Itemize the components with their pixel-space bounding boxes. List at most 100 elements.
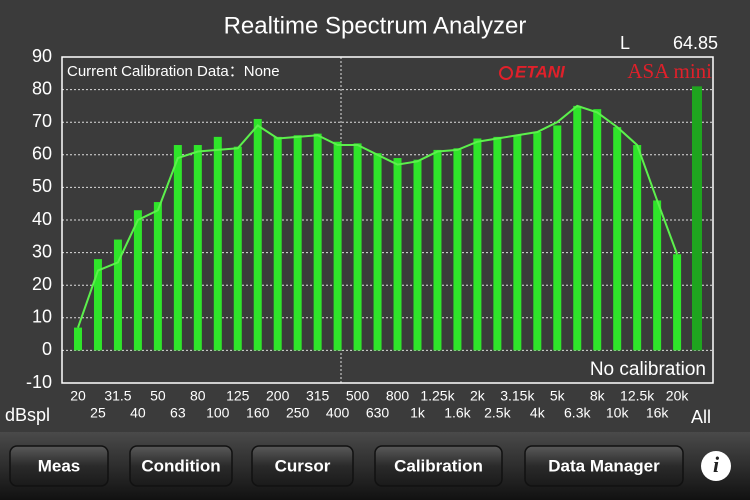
toolbar-buttons: Meas Condition Cursor Calibration Data Manag… (9, 445, 684, 487)
toolbar-button[interactable] (129, 445, 233, 487)
bar (253, 118, 262, 351)
x-tick-label: 1.6k (444, 405, 471, 421)
bar (373, 153, 382, 351)
x-tick-label: 6.3k (564, 405, 591, 421)
info-button[interactable] (701, 451, 731, 481)
x-tick-label: 4k (530, 405, 546, 421)
plot-frame (61, 56, 714, 384)
bar (293, 135, 302, 351)
bar (433, 149, 442, 351)
x-tick-label: 1k (410, 405, 426, 421)
x-tick-label: 1.25k (420, 388, 455, 404)
bar (93, 259, 102, 351)
toolbar-button[interactable] (251, 445, 354, 487)
y-tick-label: 70 (32, 111, 52, 131)
x-tick-label: 63 (170, 405, 186, 421)
x-tick-label: 400 (326, 405, 350, 421)
total-label: All (691, 407, 711, 427)
toolbar-button[interactable] (524, 445, 684, 487)
x-tick-label: 25 (90, 405, 106, 421)
x-tick-label: 630 (366, 405, 390, 421)
y-tick-label: 30 (32, 241, 52, 261)
y-tick-label: 20 (32, 274, 52, 294)
bar (553, 125, 562, 351)
bar (153, 202, 162, 351)
bar (173, 145, 182, 351)
bar (453, 148, 462, 351)
button-label[interactable]: Data Manager (548, 456, 660, 475)
button-label[interactable]: Calibration (394, 456, 483, 475)
x-tick-label: 2.5k (484, 405, 511, 421)
info-icon[interactable]: i (713, 452, 720, 477)
x-tick-label: 5k (550, 388, 566, 404)
bar (273, 136, 282, 351)
total-bar (692, 86, 702, 351)
logo-icon (499, 66, 513, 80)
status: No calibration (590, 359, 706, 380)
x-tick-label: 160 (246, 405, 270, 421)
plot (61, 56, 714, 384)
x-tick-label: 3.15k (500, 388, 535, 404)
bar (513, 135, 522, 351)
title: Realtime Spectrum Analyzer (224, 12, 527, 39)
bar (213, 136, 222, 351)
x-tick-label: 50 (150, 388, 166, 404)
bar (393, 158, 402, 351)
brand: ETANI (515, 62, 566, 81)
x-tick-label: 500 (346, 388, 370, 404)
x-tick-label: 2k (470, 388, 486, 404)
x-tick-label: 20 (70, 388, 86, 404)
x-tick-label: 8k (590, 388, 606, 404)
bar (673, 254, 682, 351)
calibration-note: Current Calibration Data：None (67, 63, 280, 80)
bar (613, 127, 622, 351)
bar (113, 239, 122, 351)
bar (413, 159, 422, 351)
level-line (77, 104, 679, 328)
x-tick-label: 10k (606, 405, 630, 421)
bar (74, 327, 82, 351)
y-tick-label: 90 (32, 46, 52, 66)
x-tick-label: 20k (666, 388, 690, 404)
bar (493, 136, 502, 351)
bar (193, 145, 202, 351)
x-tick-label: 40 (130, 405, 146, 421)
y-tick-label: 40 (32, 209, 52, 229)
x-tick-label: 125 (226, 388, 250, 404)
bar (473, 138, 482, 351)
x-tick-label: 12.5k (620, 388, 655, 404)
bar (133, 210, 142, 351)
y-tick-label: 10 (32, 307, 52, 327)
x-tick-label: 800 (386, 388, 410, 404)
x-tick-label: 80 (190, 388, 206, 404)
y-tick-label: 50 (32, 176, 52, 196)
bar (633, 145, 642, 351)
x-tick-label: 16k (646, 405, 670, 421)
toolbar-button[interactable] (9, 445, 109, 487)
model: ASA mini (627, 59, 712, 83)
toolbar-button[interactable] (374, 445, 503, 487)
y-tick-label: 80 (32, 78, 52, 98)
bar (593, 109, 602, 351)
button-label[interactable]: Meas (38, 456, 81, 475)
x-tick-label: 315 (306, 388, 330, 404)
x-tick-label: 100 (206, 405, 230, 421)
channel: L (620, 33, 630, 53)
button-label[interactable]: Cursor (275, 456, 331, 475)
bar (233, 146, 242, 351)
bar (573, 105, 582, 351)
y-axis-label: dBspl (5, 405, 50, 425)
y-tick-label: 60 (32, 144, 52, 164)
y-tick-label: 0 (42, 339, 52, 359)
bar (333, 141, 342, 351)
bar (653, 200, 662, 351)
bar (313, 133, 322, 351)
button-label[interactable]: Condition (141, 456, 220, 475)
level-readout: 64.85 (673, 33, 718, 53)
x-tick-label: 200 (266, 388, 290, 404)
bar (353, 143, 362, 351)
x-tick-label: 250 (286, 405, 310, 421)
x-tick-label: 31.5 (104, 388, 131, 404)
bar (533, 131, 542, 351)
